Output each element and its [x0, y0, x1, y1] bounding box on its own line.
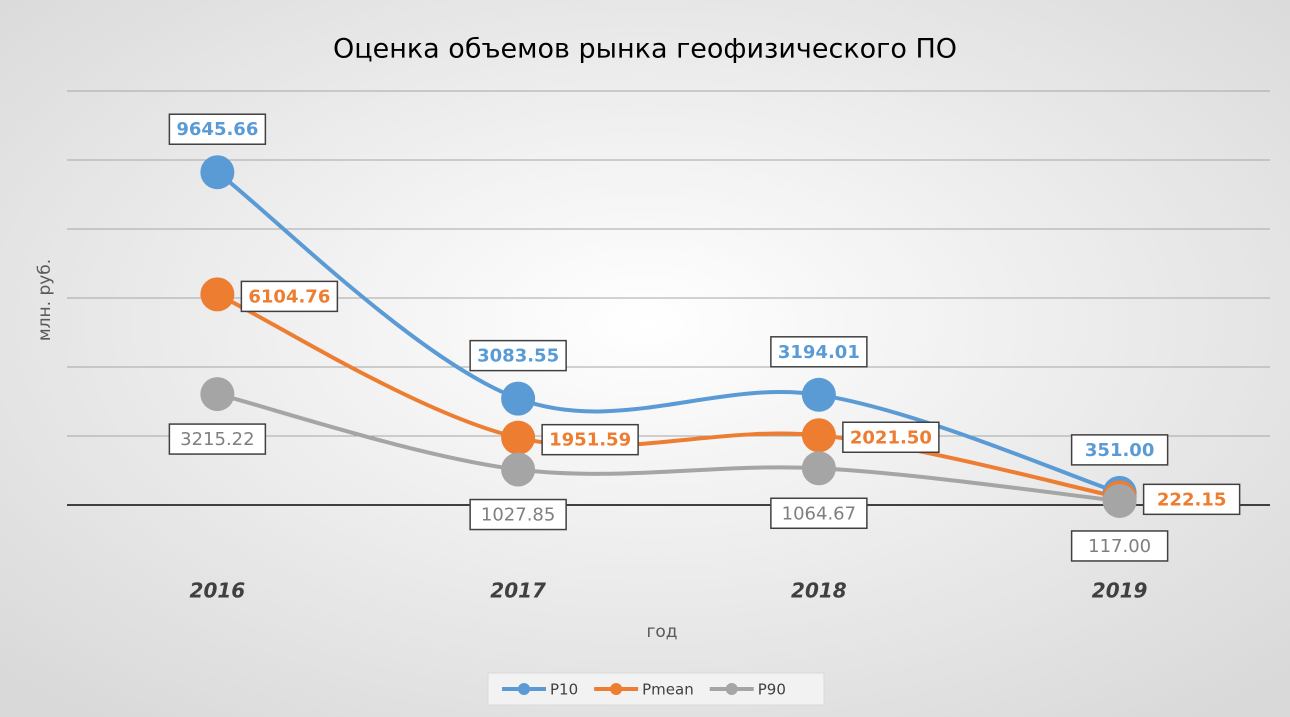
marker: [801, 418, 836, 453]
marker: [501, 452, 536, 487]
marker: [200, 277, 235, 312]
legend-label: P10: [550, 681, 578, 699]
marker: [200, 155, 235, 190]
series-line: [216, 170, 1121, 495]
data-label-box: [240, 280, 339, 313]
data-label-box: [1142, 483, 1241, 516]
data-label: 2021.50: [850, 427, 932, 448]
x-tick-label: 2019: [1092, 579, 1148, 603]
data-label-box: [469, 339, 567, 372]
data-label: 222.15: [1157, 489, 1226, 510]
data-label-box: [770, 336, 868, 368]
data-label-box: [1070, 530, 1169, 562]
y-axis-title: млн. руб.: [35, 259, 55, 341]
data-label-box: [770, 497, 868, 530]
data-label-box: [842, 421, 940, 454]
x-tick-label: 2016: [190, 579, 246, 603]
data-label: 3215.22: [180, 429, 254, 450]
data-label: 117.00: [1088, 536, 1151, 557]
data-label: 9645.66: [176, 119, 258, 140]
series-line: [216, 392, 1120, 503]
marker: [801, 377, 836, 412]
marker: [501, 381, 536, 416]
data-label-box: [541, 423, 639, 456]
series-line: [216, 292, 1121, 500]
marker: [1102, 483, 1137, 518]
legend-marker: [610, 683, 623, 695]
data-label-box: [168, 423, 267, 455]
marker: [200, 377, 235, 412]
x-axis-title: год: [646, 622, 677, 642]
legend-marker: [518, 683, 530, 695]
x-tick-label: 2017: [490, 579, 546, 603]
legend-label: Pmean: [642, 681, 694, 699]
data-label: 1064.67: [782, 503, 856, 524]
marker: [801, 451, 836, 486]
legend-marker: [725, 683, 738, 695]
data-label: 3194.01: [778, 342, 860, 363]
data-label: 1027.85: [481, 505, 555, 526]
legend-label: P90: [758, 681, 786, 699]
data-label: 351.00: [1085, 440, 1154, 461]
data-label: 6104.76: [248, 286, 330, 307]
marker: [501, 420, 536, 455]
data-label: 3083.55: [477, 346, 559, 367]
x-tick-label: 2018: [791, 579, 847, 603]
data-label-box: [469, 498, 567, 531]
data-label-box: [168, 113, 267, 145]
data-label: 1951.59: [549, 430, 631, 451]
data-label-box: [1070, 434, 1169, 466]
chart-title: Оценка объемов рынка геофизического ПО: [333, 34, 957, 65]
